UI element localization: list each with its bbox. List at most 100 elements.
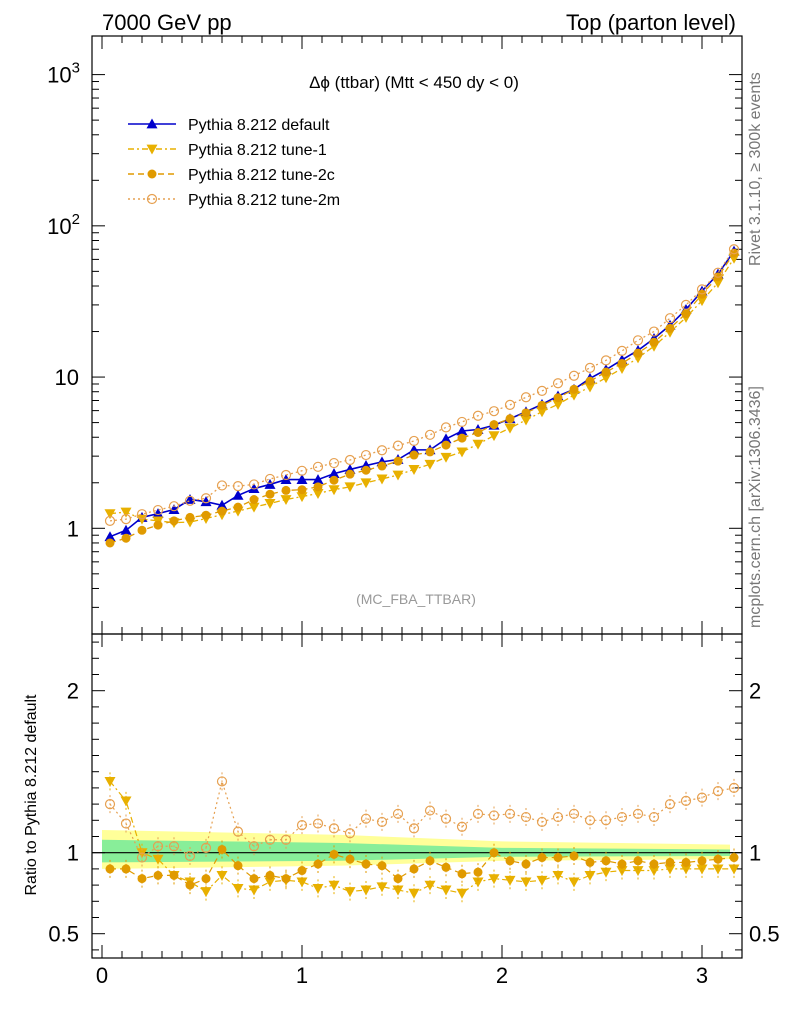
ratio-point xyxy=(440,885,452,896)
ratio-point xyxy=(248,841,260,852)
ratio-point xyxy=(728,782,740,794)
series-2 xyxy=(105,248,739,548)
ratio-point xyxy=(344,828,356,839)
data-point xyxy=(536,385,548,397)
ratio-point xyxy=(568,877,580,888)
y-tick-label: 10 xyxy=(55,365,79,390)
ratio-point xyxy=(680,795,692,806)
data-point xyxy=(169,516,179,526)
main-panel: 1 10 102 103 xyxy=(47,35,743,635)
ratio-point xyxy=(632,808,644,819)
ratio-point xyxy=(504,875,516,886)
analysis-label: (MC_FBA_TTBAR) xyxy=(356,591,476,607)
data-point xyxy=(104,531,116,542)
data-point xyxy=(472,410,484,421)
data-point xyxy=(152,504,164,516)
ratio-point xyxy=(632,866,644,877)
ratio-point xyxy=(537,853,547,863)
series-line xyxy=(109,257,735,524)
ratio-point xyxy=(281,874,291,884)
data-point xyxy=(136,509,148,520)
data-point xyxy=(136,514,148,525)
data-point xyxy=(440,452,452,463)
ratio-y-tick-label: 2 xyxy=(67,679,79,704)
data-point xyxy=(408,465,420,475)
data-point xyxy=(360,478,372,489)
data-point xyxy=(312,474,324,484)
ratio-point xyxy=(424,805,436,816)
data-point xyxy=(392,440,404,451)
ratio-point xyxy=(312,883,324,894)
series-0 xyxy=(104,245,740,542)
ratio-point xyxy=(488,874,500,885)
ratio-point xyxy=(201,874,211,884)
ratio-point xyxy=(328,880,340,891)
ratio-point xyxy=(473,867,483,877)
series-line xyxy=(109,252,735,544)
ratio-point xyxy=(504,808,516,819)
data-point xyxy=(312,489,324,499)
ratio-point xyxy=(169,870,179,880)
data-point xyxy=(712,267,724,278)
data-point xyxy=(296,465,308,476)
data-point xyxy=(248,483,260,494)
ratio-point xyxy=(377,861,387,871)
data-point xyxy=(488,406,500,417)
data-point xyxy=(313,482,323,492)
ratio-point xyxy=(280,834,292,845)
ratio-line xyxy=(109,781,734,894)
ratio-point xyxy=(392,885,404,896)
ratio-point xyxy=(120,818,132,829)
x-tick-label: 0 xyxy=(96,963,108,988)
data-point xyxy=(600,355,612,366)
ratio-point xyxy=(105,864,115,874)
data-point xyxy=(440,422,452,433)
x-tick-label: 3 xyxy=(696,963,708,988)
ratio-point xyxy=(296,877,308,888)
ratio-point xyxy=(296,820,308,831)
data-point xyxy=(425,447,435,457)
ratio-y-tick-label: 1 xyxy=(749,841,761,866)
data-point xyxy=(281,485,291,495)
ratio-point xyxy=(249,874,259,884)
data-point xyxy=(345,469,355,479)
legend-label: Pythia 8.212 default xyxy=(188,117,330,134)
x-tick-label: 1 xyxy=(296,963,308,988)
ratio-y-tick-label: 2 xyxy=(749,679,761,704)
ratio-point xyxy=(233,861,243,871)
ratio-point xyxy=(712,786,724,797)
data-point xyxy=(521,408,531,418)
data-point xyxy=(633,348,643,358)
ratio-point xyxy=(265,870,275,880)
ratio-point xyxy=(184,850,196,862)
data-point xyxy=(217,506,227,516)
x-tick-label: 2 xyxy=(496,963,508,988)
ratio-point xyxy=(600,867,612,878)
ratio-point xyxy=(168,841,180,852)
ratio-point xyxy=(712,864,724,875)
ratio-y-tick-label: 0.5 xyxy=(749,922,780,947)
ratio-line xyxy=(110,848,735,886)
ratio-point xyxy=(664,798,676,810)
ratio-point xyxy=(728,864,740,875)
data-point xyxy=(489,420,499,430)
y-tick-label: 102 xyxy=(47,211,80,239)
data-point xyxy=(696,284,708,295)
ratio-point xyxy=(441,862,451,872)
data-point xyxy=(649,337,659,347)
ratio-point xyxy=(392,808,404,819)
ratio-frame xyxy=(91,633,743,959)
ratio-point xyxy=(552,870,564,881)
y-tick-label: 103 xyxy=(47,60,80,88)
data-point xyxy=(280,469,292,481)
data-point xyxy=(296,474,308,484)
data-point xyxy=(617,358,627,368)
ratio-point xyxy=(600,815,612,826)
data-point xyxy=(552,378,564,389)
ratio-point xyxy=(457,869,467,879)
ratio-point xyxy=(376,816,388,828)
data-point xyxy=(137,525,147,535)
data-point xyxy=(456,416,468,428)
ratio-point xyxy=(104,777,116,787)
ratio-point xyxy=(344,887,356,898)
